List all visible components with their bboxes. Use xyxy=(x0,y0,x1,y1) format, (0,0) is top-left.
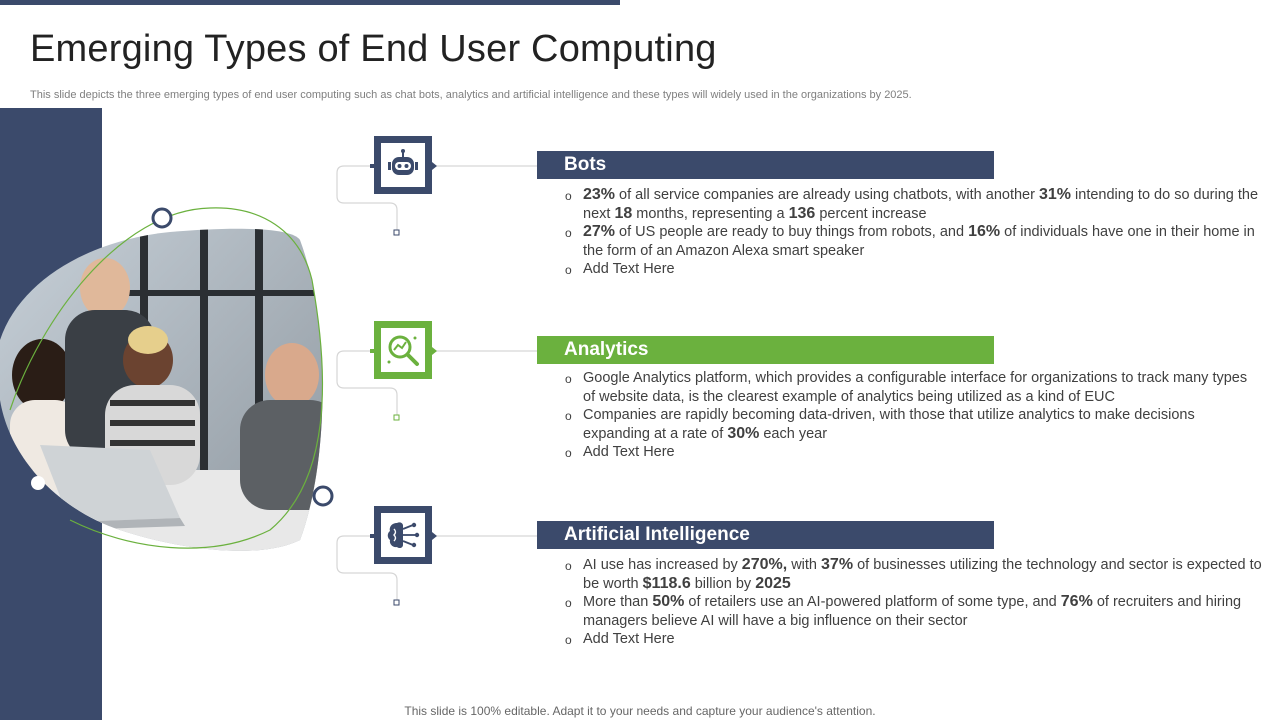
robot-icon xyxy=(381,143,425,187)
bots-icon-box xyxy=(374,136,432,194)
ai-icon-box xyxy=(374,506,432,564)
section-heading-bots: Bots xyxy=(537,151,994,179)
list-item: Add Text Here xyxy=(563,260,1263,279)
section-heading-ai: Artificial Intelligence xyxy=(537,521,994,549)
analytics-magnifier-icon xyxy=(381,328,425,372)
team-photo xyxy=(0,200,340,560)
list-item: More than 50% of retailers use an AI-pow… xyxy=(563,593,1263,630)
list-item: Add Text Here xyxy=(563,443,1263,462)
ai-bullet-list: AI use has increased by 270%, with 37% o… xyxy=(563,556,1263,649)
list-item: Add Text Here xyxy=(563,630,1263,649)
list-item: 27% of US people are ready to buy things… xyxy=(563,223,1263,260)
bots-bullet-list: 23% of all service companies are already… xyxy=(563,186,1263,279)
brain-circuit-icon xyxy=(381,513,425,557)
top-accent-bar xyxy=(0,0,620,5)
analytics-icon-box xyxy=(374,321,432,379)
footer-note: This slide is 100% editable. Adapt it to… xyxy=(404,704,876,718)
list-item: Google Analytics platform, which provide… xyxy=(563,369,1263,406)
list-item: Companies are rapidly becoming data-driv… xyxy=(563,406,1263,443)
page-title: Emerging Types of End User Computing xyxy=(30,28,717,70)
list-item: AI use has increased by 270%, with 37% o… xyxy=(563,556,1263,593)
section-heading-analytics: Analytics xyxy=(537,336,994,364)
analytics-bullet-list: Google Analytics platform, which provide… xyxy=(563,369,1263,462)
page-subtitle: This slide depicts the three emerging ty… xyxy=(30,89,912,101)
list-item: 23% of all service companies are already… xyxy=(563,186,1263,223)
